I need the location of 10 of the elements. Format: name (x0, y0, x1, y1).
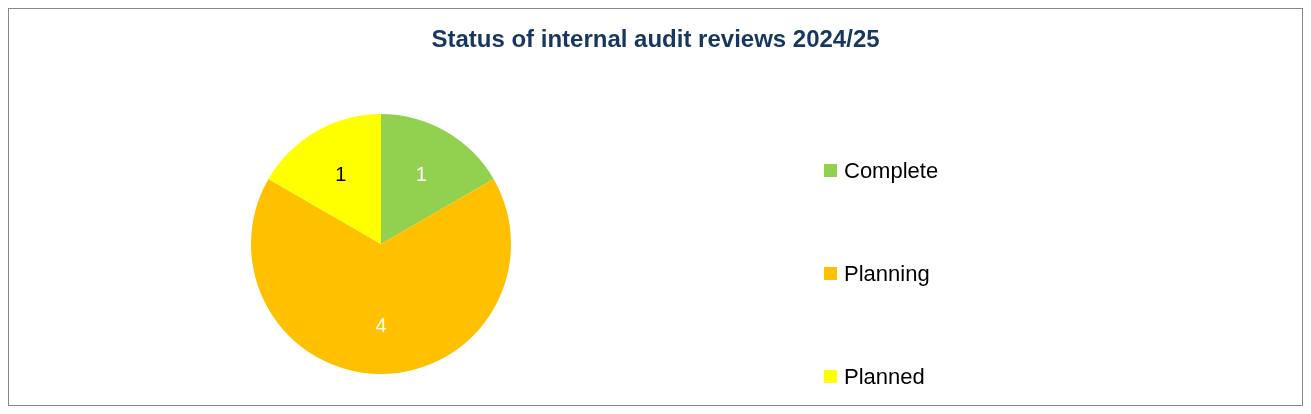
legend-label: Planning (844, 260, 930, 287)
data-label: 4 (375, 313, 387, 336)
data-label: 1 (335, 163, 347, 186)
pie-slice (268, 114, 381, 244)
pie-slice (251, 179, 511, 374)
legend-label: Complete (844, 157, 939, 184)
data-label: 1 (415, 163, 427, 186)
pie-slice (381, 114, 494, 244)
chart-title: Status of internal audit reviews 2024/25 (430, 25, 881, 53)
legend-label: Planned (844, 363, 925, 390)
